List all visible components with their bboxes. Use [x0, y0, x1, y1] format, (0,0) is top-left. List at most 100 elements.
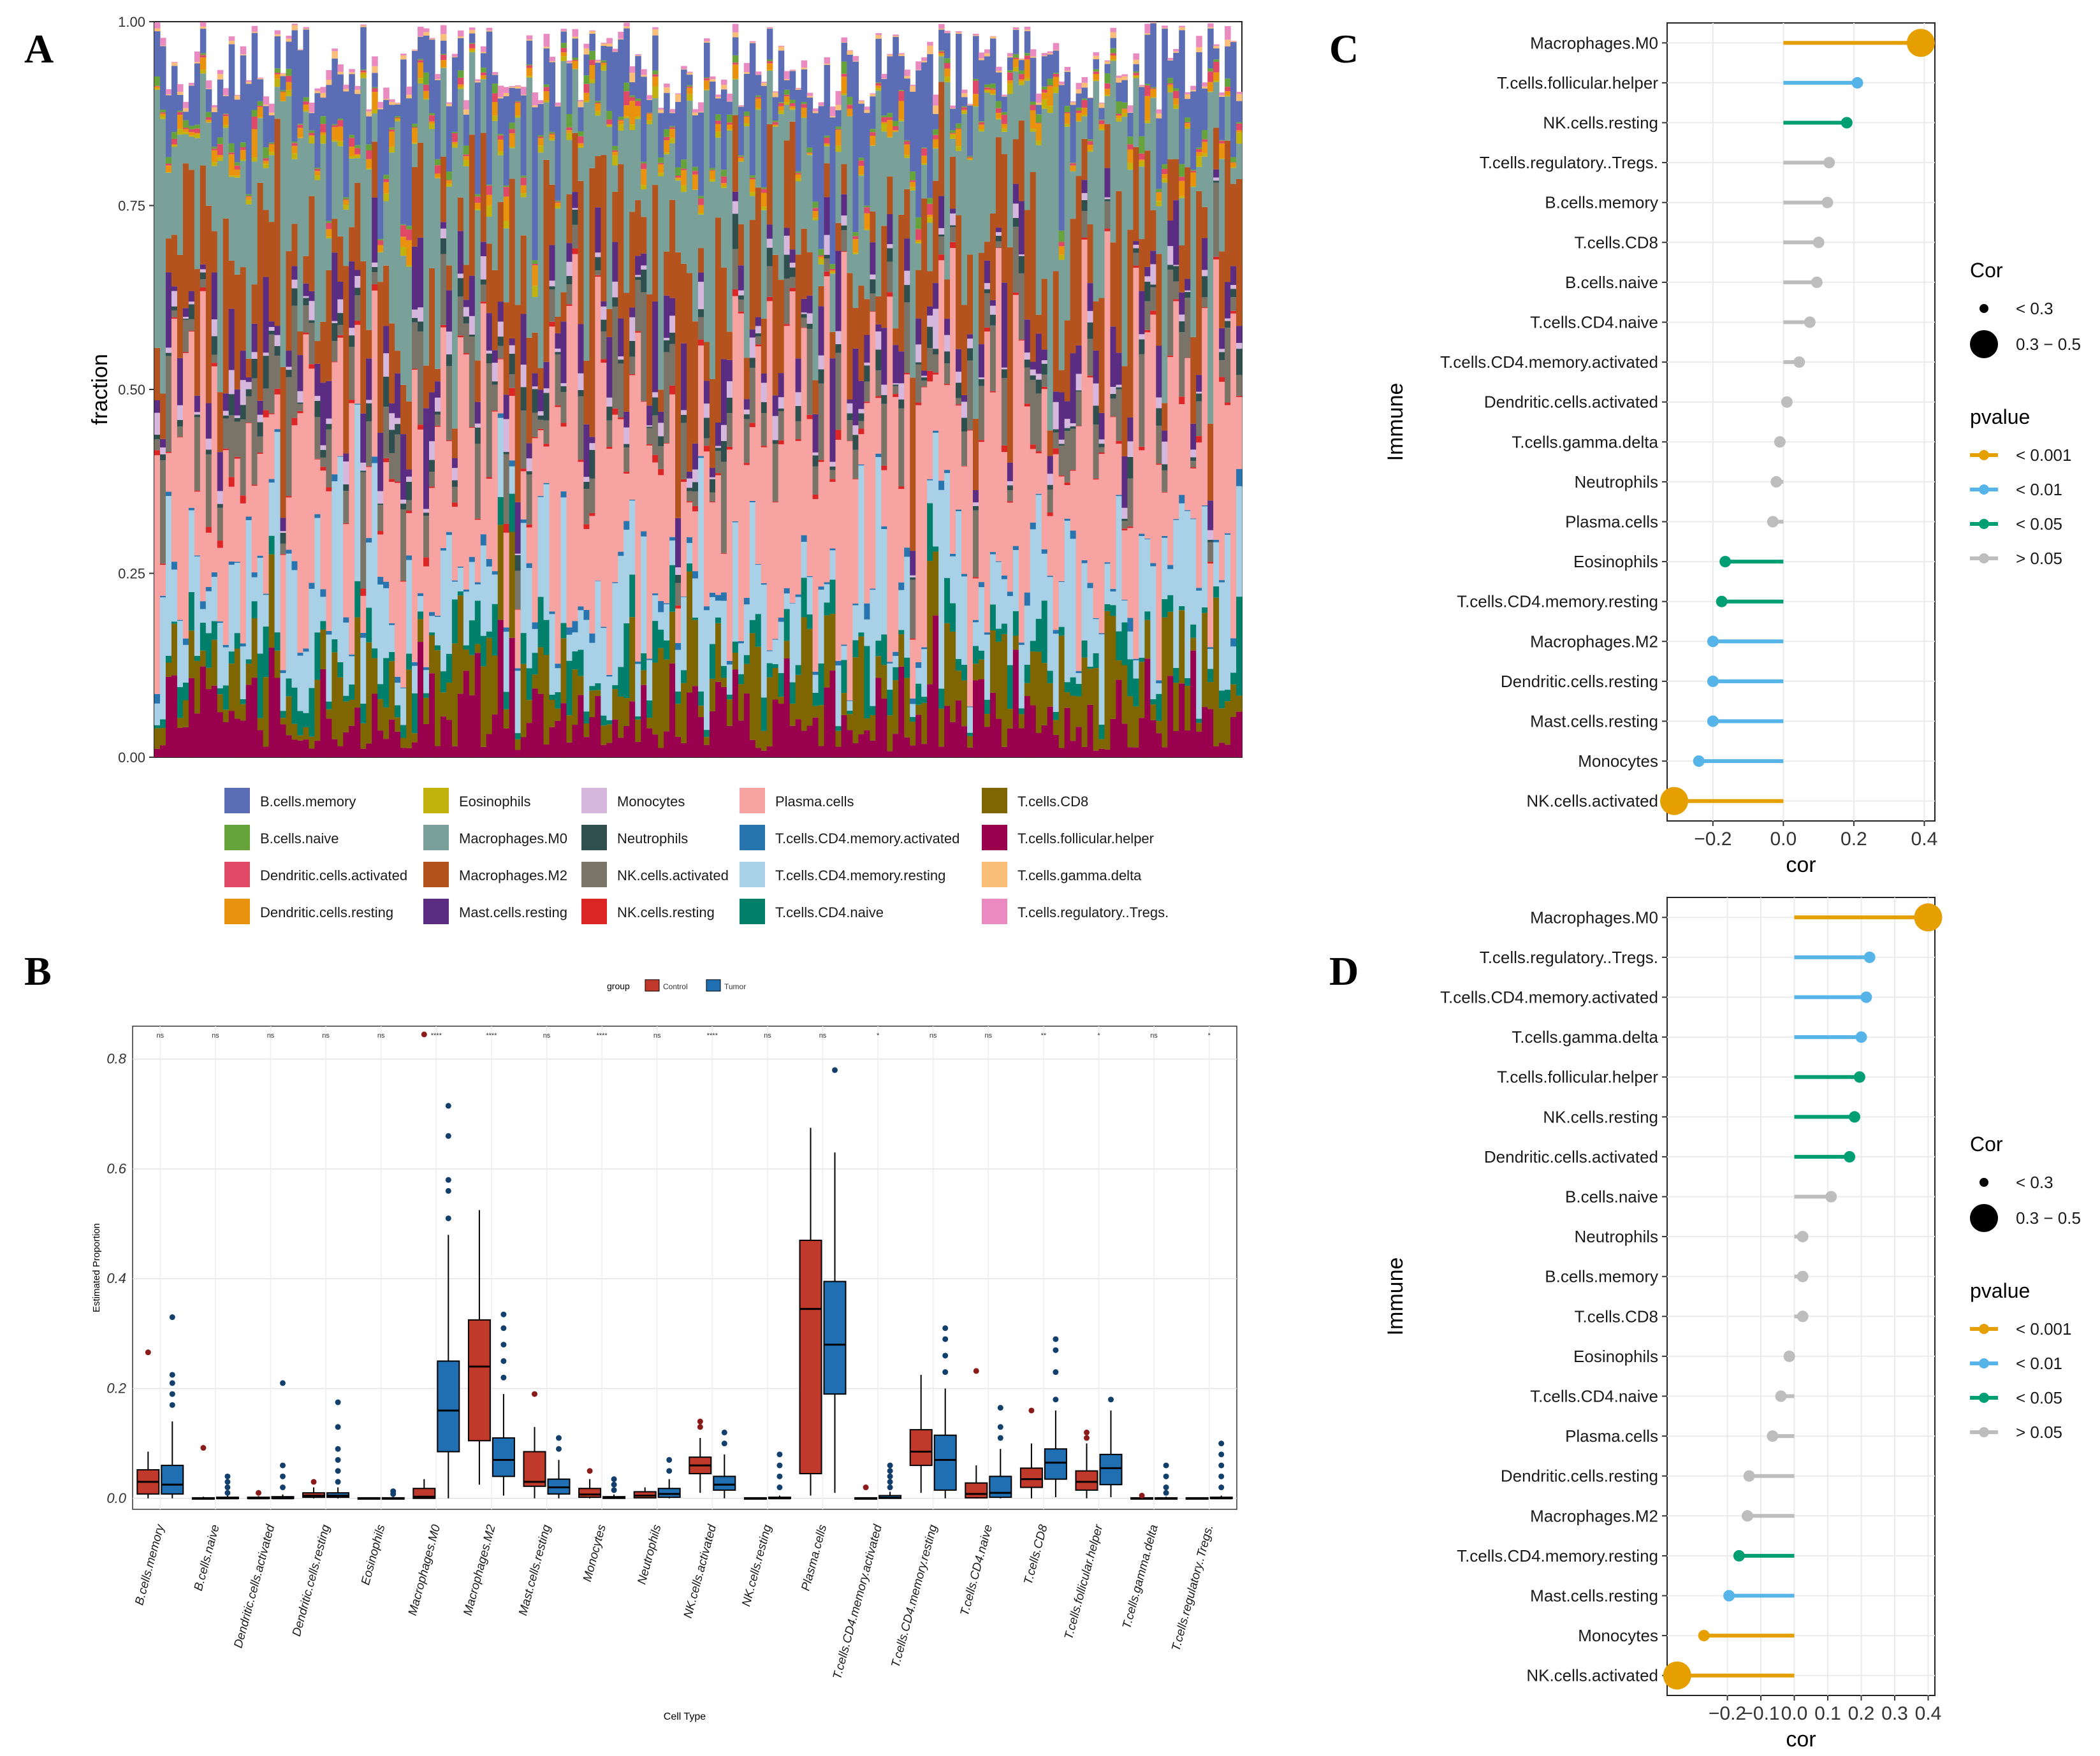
x-tick-label: Mast.cells.resting	[516, 1523, 553, 1617]
bar-segment	[406, 94, 412, 99]
bar-segment	[818, 590, 825, 664]
bar-segment	[1064, 67, 1071, 71]
bar-segment	[1127, 149, 1134, 163]
bar-segment	[1185, 117, 1191, 122]
bar-segment	[915, 69, 922, 71]
bar-segment	[933, 147, 939, 149]
sample-bar	[1133, 53, 1139, 757]
bar-segment	[658, 629, 664, 648]
bar-segment	[956, 405, 962, 510]
bar-segment	[1196, 166, 1202, 191]
bar-segment	[366, 116, 372, 145]
bar-segment	[1167, 92, 1174, 159]
bar-segment	[1127, 170, 1134, 230]
bar-segment	[286, 377, 293, 497]
bar-segment	[841, 646, 848, 660]
bar-segment	[337, 456, 344, 457]
bar-segment	[972, 35, 979, 36]
bar-segment	[383, 98, 390, 100]
bar-segment	[240, 142, 247, 147]
bar-segment	[205, 591, 212, 634]
bar-segment	[904, 285, 910, 303]
bar-segment	[623, 411, 630, 428]
bar-segment	[623, 521, 630, 530]
bar-segment	[1058, 254, 1065, 260]
immune-label: NK.cells.activated	[1526, 1666, 1658, 1685]
outlier-point	[666, 1468, 673, 1474]
bar-segment	[200, 666, 207, 757]
bar-segment	[360, 74, 367, 78]
bar-segment	[1190, 467, 1197, 468]
bar-segment	[1064, 431, 1071, 483]
bar-segment	[961, 402, 968, 418]
bar-segment	[514, 750, 521, 757]
bar-segment	[972, 578, 979, 620]
bar-segment	[423, 35, 430, 73]
bar-segment	[309, 112, 316, 113]
bar-segment	[389, 101, 395, 105]
bar-segment	[474, 208, 481, 210]
bar-segment	[641, 653, 647, 671]
bar-segment	[881, 384, 887, 395]
bar-segment	[1110, 394, 1117, 399]
bar-segment	[366, 642, 372, 744]
bar-segment	[165, 676, 172, 757]
bar-segment	[1070, 539, 1077, 678]
bar-segment	[738, 157, 745, 161]
bar-segment	[451, 54, 458, 57]
bar-segment	[520, 95, 527, 176]
bar-segment	[1098, 739, 1105, 749]
bar-segment	[217, 694, 224, 713]
bar-segment	[1133, 241, 1139, 245]
bar-segment	[1144, 658, 1151, 757]
bar-segment	[257, 101, 264, 106]
bar-segment	[784, 588, 791, 594]
bar-segment	[309, 135, 316, 137]
bar-segment	[1035, 314, 1042, 334]
bar-segment	[646, 124, 653, 294]
bar-segment	[486, 185, 493, 195]
bar-segment	[1058, 581, 1065, 583]
outlier-point	[1084, 1429, 1090, 1435]
bar-segment	[451, 144, 458, 148]
bar-segment	[1179, 404, 1185, 495]
bar-segment	[1058, 439, 1065, 444]
outlier-point	[500, 1342, 507, 1348]
bar-segment	[658, 113, 664, 158]
bar-segment	[1127, 659, 1134, 697]
bar-segment	[1156, 345, 1162, 398]
bar-segment	[1121, 74, 1128, 76]
bar-segment	[1150, 563, 1156, 567]
bar-segment	[526, 77, 533, 338]
bar-segment	[1081, 237, 1088, 240]
x-tick-label: B.cells.memory	[133, 1522, 167, 1606]
bar-segment	[921, 198, 928, 371]
bar-segment	[812, 201, 819, 208]
bar-segment	[251, 284, 258, 324]
bar-segment	[720, 424, 727, 441]
bar-segment	[537, 135, 544, 137]
bar-segment	[927, 198, 933, 204]
bar-segment	[961, 111, 968, 114]
bar-segment	[703, 606, 710, 611]
bar-segment	[870, 715, 876, 741]
bar-segment	[474, 582, 481, 584]
bar-segment	[875, 33, 882, 36]
bar-segment	[1012, 29, 1019, 30]
bar-segment	[933, 430, 939, 433]
x-tick-label: 0.2	[1848, 1703, 1875, 1724]
bar-segment	[789, 277, 796, 288]
bar-segment	[1024, 406, 1031, 593]
bar-segment	[1190, 518, 1197, 519]
bar-segment	[720, 267, 727, 359]
bar-segment	[944, 58, 951, 63]
bar-segment	[354, 94, 361, 145]
bar-segment	[1156, 118, 1162, 189]
bar-segment	[1047, 106, 1054, 113]
bar-segment	[641, 685, 647, 757]
bar-segment	[938, 56, 945, 82]
bar-segment	[818, 586, 825, 590]
bar-segment	[434, 426, 441, 616]
bar-segment	[389, 453, 395, 479]
bar-segment	[1018, 59, 1025, 61]
